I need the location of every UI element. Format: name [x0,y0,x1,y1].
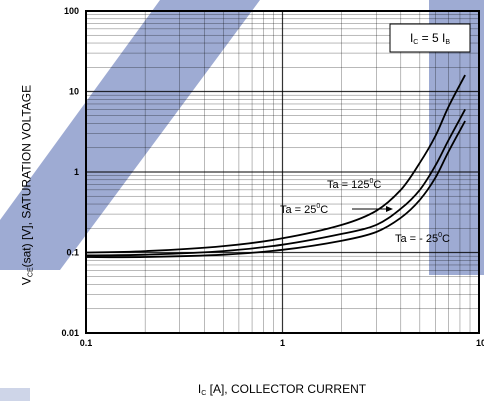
y-tick-label: 0.1 [66,248,79,258]
series-label-0: Ta = 1250C [327,178,381,191]
series-label-1: Ta = 250C [280,203,328,216]
series-label-2: Ta = - 250C [395,232,450,245]
condition-box: IC = 5 IB [389,23,471,53]
curves [85,74,466,259]
label-leader-arrow [386,206,393,212]
series-line-2 [85,120,466,259]
y-tick-label: 0.01 [61,328,79,338]
series-line-0 [85,74,466,254]
x-tick-label: 0.1 [80,338,93,348]
series-line-1 [85,108,466,257]
x-tick-label: 10 [476,338,484,348]
x-tick-label: 1 [280,338,285,348]
series-labels: Ta = 1250C Ta = 250C Ta = - 250C [280,178,450,245]
grid [86,11,479,333]
y-axis-title: VCE(sat) [V], SATURATION VOLTAGE [19,84,35,286]
watermark-stripe-left [0,0,260,270]
y-tick-label: 10 [69,87,79,97]
plot-frame [85,10,480,334]
y-tick-label: 1 [74,167,79,177]
condition-box-frame [389,23,471,53]
x-axis-title: IC [A], COLLECTOR CURRENT [197,382,367,397]
watermark-corner [0,388,30,401]
condition-text: IC = 5 IB [410,31,450,46]
y-tick-label: 100 [64,6,79,16]
